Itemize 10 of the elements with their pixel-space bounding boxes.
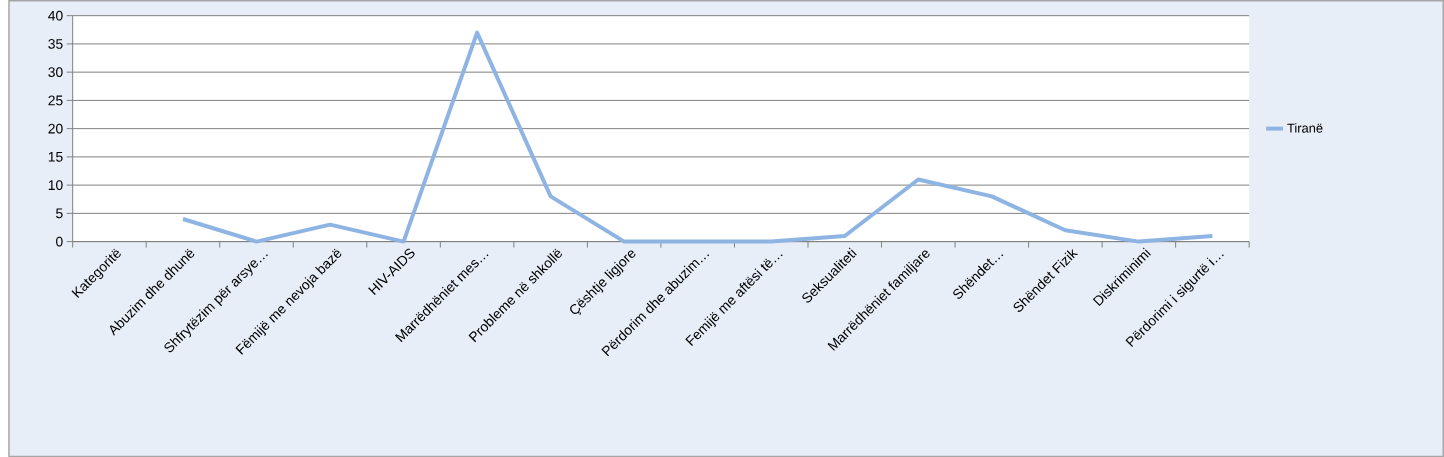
y-tick-label: 15: [48, 151, 63, 162]
y-tick-label: 40: [48, 10, 63, 21]
y-tick-label: 10: [48, 180, 63, 190]
y-tick-label: 30: [48, 67, 63, 77]
y-tick-label: 35: [48, 38, 63, 49]
legend-label: Tiranë: [1287, 123, 1323, 133]
y-tick-label: 20: [48, 123, 63, 134]
y-tick-label: 25: [48, 95, 63, 106]
y-tick-label: 5: [56, 208, 63, 219]
y-tick-label: 0: [56, 236, 63, 247]
